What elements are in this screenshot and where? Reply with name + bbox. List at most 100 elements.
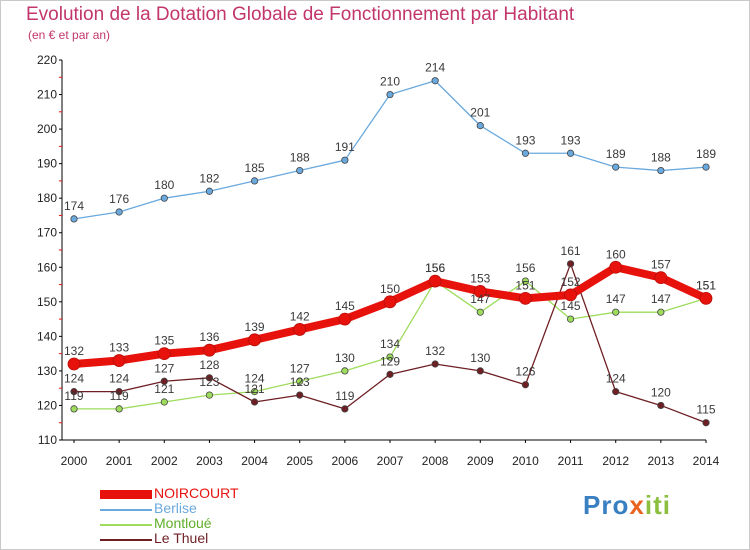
x-tick-label: 2001 [106, 454, 133, 468]
legend-swatch [100, 490, 152, 499]
logo-letter: i [662, 490, 671, 520]
y-tick-label: 120 [37, 398, 57, 412]
y-tick-label: 160 [37, 260, 57, 274]
data-label: 153 [470, 271, 490, 285]
data-point [70, 215, 78, 223]
legend-swatch [100, 539, 152, 541]
data-point [386, 370, 394, 378]
x-tick-label: 2006 [332, 454, 359, 468]
data-label: 127 [154, 361, 174, 375]
y-tick-label: 210 [37, 88, 57, 102]
data-point [431, 77, 439, 85]
data-point [657, 401, 665, 410]
data-label: 147 [651, 292, 671, 306]
logo-letter: r [601, 490, 613, 520]
y-tick-label: 220 [37, 53, 57, 67]
data-label: 191 [335, 140, 355, 154]
data-label: 182 [199, 171, 219, 185]
legend-label: Montloué [154, 515, 212, 531]
data-label: 147 [606, 292, 626, 306]
data-point [657, 166, 665, 175]
series-le thuel [70, 260, 710, 427]
data-point [115, 208, 123, 216]
series-berlise [70, 77, 710, 223]
data-label: 130 [470, 351, 490, 365]
data-label: 214 [425, 61, 445, 75]
data-point [341, 156, 349, 164]
legend-label: Berlise [154, 500, 197, 516]
data-point [699, 291, 713, 305]
data-point [160, 194, 168, 202]
data-label: 128 [199, 358, 219, 372]
data-point [702, 163, 710, 171]
data-labels-layer: 174 176 180 182 185 188 191 210 214 201 193 193 189 1… [64, 61, 716, 417]
data-label: 119 [335, 389, 354, 403]
y-tick-label: 150 [37, 295, 57, 309]
data-point [70, 405, 78, 413]
data-label: 124 [245, 372, 265, 386]
data-label: 151 [696, 278, 716, 292]
data-label: 121 [154, 382, 174, 396]
x-tick-label: 2002 [151, 454, 178, 468]
data-point [476, 308, 484, 316]
data-label: 188 [651, 151, 671, 165]
data-point [160, 377, 168, 385]
data-label: 127 [290, 361, 310, 375]
data-label: 145 [561, 299, 581, 313]
data-point [386, 90, 394, 99]
data-point [205, 374, 214, 382]
data-point [612, 388, 620, 396]
data-point [564, 288, 577, 302]
data-point [521, 149, 530, 157]
data-label: 157 [651, 258, 671, 272]
data-label: 115 [696, 403, 715, 417]
x-tick-label: 2007 [377, 454, 404, 468]
x-tick-label: 2003 [196, 454, 223, 468]
data-label: 134 [380, 337, 400, 351]
data-label: 119 [110, 389, 129, 403]
x-tick-label: 2014 [693, 454, 720, 468]
data-label: 160 [606, 247, 626, 261]
data-point [157, 347, 171, 361]
data-label: 151 [696, 278, 716, 292]
data-label: 129 [380, 354, 400, 368]
chart-title: Evolution de la Dotation Globale de Fonc… [26, 4, 575, 25]
data-label: 132 [64, 344, 84, 358]
data-label: 189 [696, 147, 716, 161]
x-tick-label: 2000 [61, 454, 88, 468]
data-point [250, 398, 259, 406]
y-tick-label: 190 [37, 157, 57, 171]
data-point [112, 354, 126, 367]
axes: 110 120 130 140 150 160 170 180 190 200 210 220 2000… [37, 53, 720, 468]
data-label: 124 [606, 372, 626, 386]
data-point [293, 323, 307, 336]
data-label: 210 [380, 75, 400, 89]
y-tick-label: 110 [38, 433, 57, 447]
legend-item-berlise: Berlise [100, 500, 300, 518]
data-label: 156 [515, 261, 535, 275]
data-point [296, 391, 304, 399]
data-point [250, 177, 259, 185]
data-label: 130 [335, 351, 355, 365]
legend-swatch [100, 524, 152, 526]
data-point [296, 377, 304, 385]
data-label: 132 [425, 344, 445, 358]
data-point [654, 271, 668, 285]
data-point [386, 353, 394, 361]
x-tick-label: 2011 [558, 454, 584, 468]
data-label: 142 [290, 309, 310, 323]
data-label: 176 [109, 192, 129, 206]
data-point [521, 381, 530, 389]
x-tick-label: 2004 [241, 454, 268, 468]
data-label: 124 [64, 372, 84, 386]
series-layer [67, 77, 713, 427]
data-label: 121 [245, 382, 265, 396]
data-point [205, 391, 214, 399]
data-point [521, 277, 530, 285]
data-label: 135 [154, 334, 174, 348]
data-point [296, 166, 304, 175]
legend-item-montloué: Montloué [100, 515, 300, 533]
data-point [612, 308, 620, 316]
x-tick-label: 2010 [512, 454, 539, 468]
